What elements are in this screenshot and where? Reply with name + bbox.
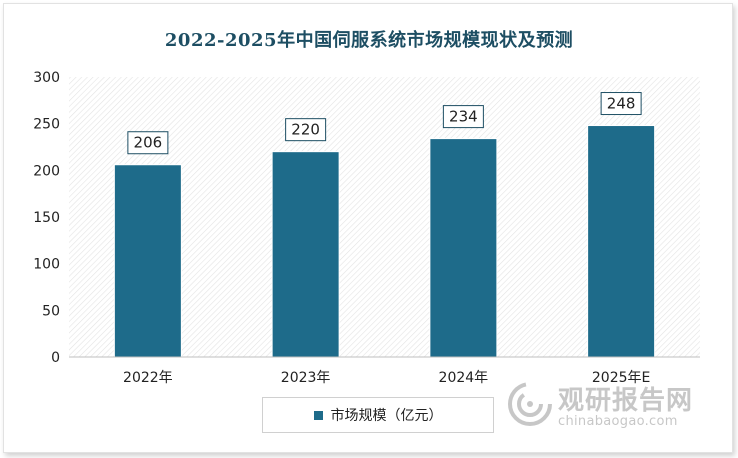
legend: 市场规模（亿元） bbox=[262, 397, 494, 433]
y-tick-label: 50 bbox=[42, 303, 60, 319]
x-tick-label: 2025年E bbox=[592, 370, 650, 386]
y-tick-label: 250 bbox=[33, 117, 60, 133]
bar-series: 206 220 234 248 bbox=[113, 92, 656, 358]
y-tick-label: 300 bbox=[33, 70, 60, 86]
y-tick-label: 200 bbox=[33, 163, 60, 179]
bar bbox=[113, 164, 182, 358]
y-axis: 0 50 100 150 200 250 300 bbox=[33, 70, 60, 366]
x-tick-label: 2024年 bbox=[439, 370, 489, 386]
bar bbox=[271, 151, 340, 358]
x-tick-label: 2023年 bbox=[281, 370, 331, 386]
data-label-box bbox=[442, 105, 484, 129]
data-label-box bbox=[127, 131, 169, 155]
watermark: 观研报告网 chinabaogao.com bbox=[506, 378, 726, 436]
y-tick-label: 150 bbox=[33, 210, 60, 226]
y-tick-label: 0 bbox=[51, 350, 60, 366]
data-label-box bbox=[600, 92, 642, 116]
x-axis: 2022年 2023年 2024年 2025年E bbox=[123, 370, 650, 386]
bar bbox=[429, 138, 498, 358]
legend-swatch bbox=[313, 410, 323, 420]
legend-label: 市场规模（亿元） bbox=[330, 408, 443, 424]
watermark-brand-cn: 观研报告网 bbox=[558, 386, 694, 416]
watermark-brand-en: chinabaogao.com bbox=[558, 414, 678, 429]
chart-title: 2022-2025年中国伺服系统市场规模现状及预测 bbox=[164, 30, 574, 51]
y-tick-label: 100 bbox=[33, 257, 60, 273]
x-tick-label: 2022年 bbox=[123, 370, 173, 386]
swirl-logo-icon bbox=[508, 382, 552, 426]
bar bbox=[587, 125, 656, 358]
data-label: 234 bbox=[449, 108, 478, 126]
data-label-box bbox=[285, 118, 327, 142]
data-label: 206 bbox=[134, 134, 163, 152]
data-label: 248 bbox=[607, 95, 636, 113]
data-label: 220 bbox=[291, 121, 320, 139]
